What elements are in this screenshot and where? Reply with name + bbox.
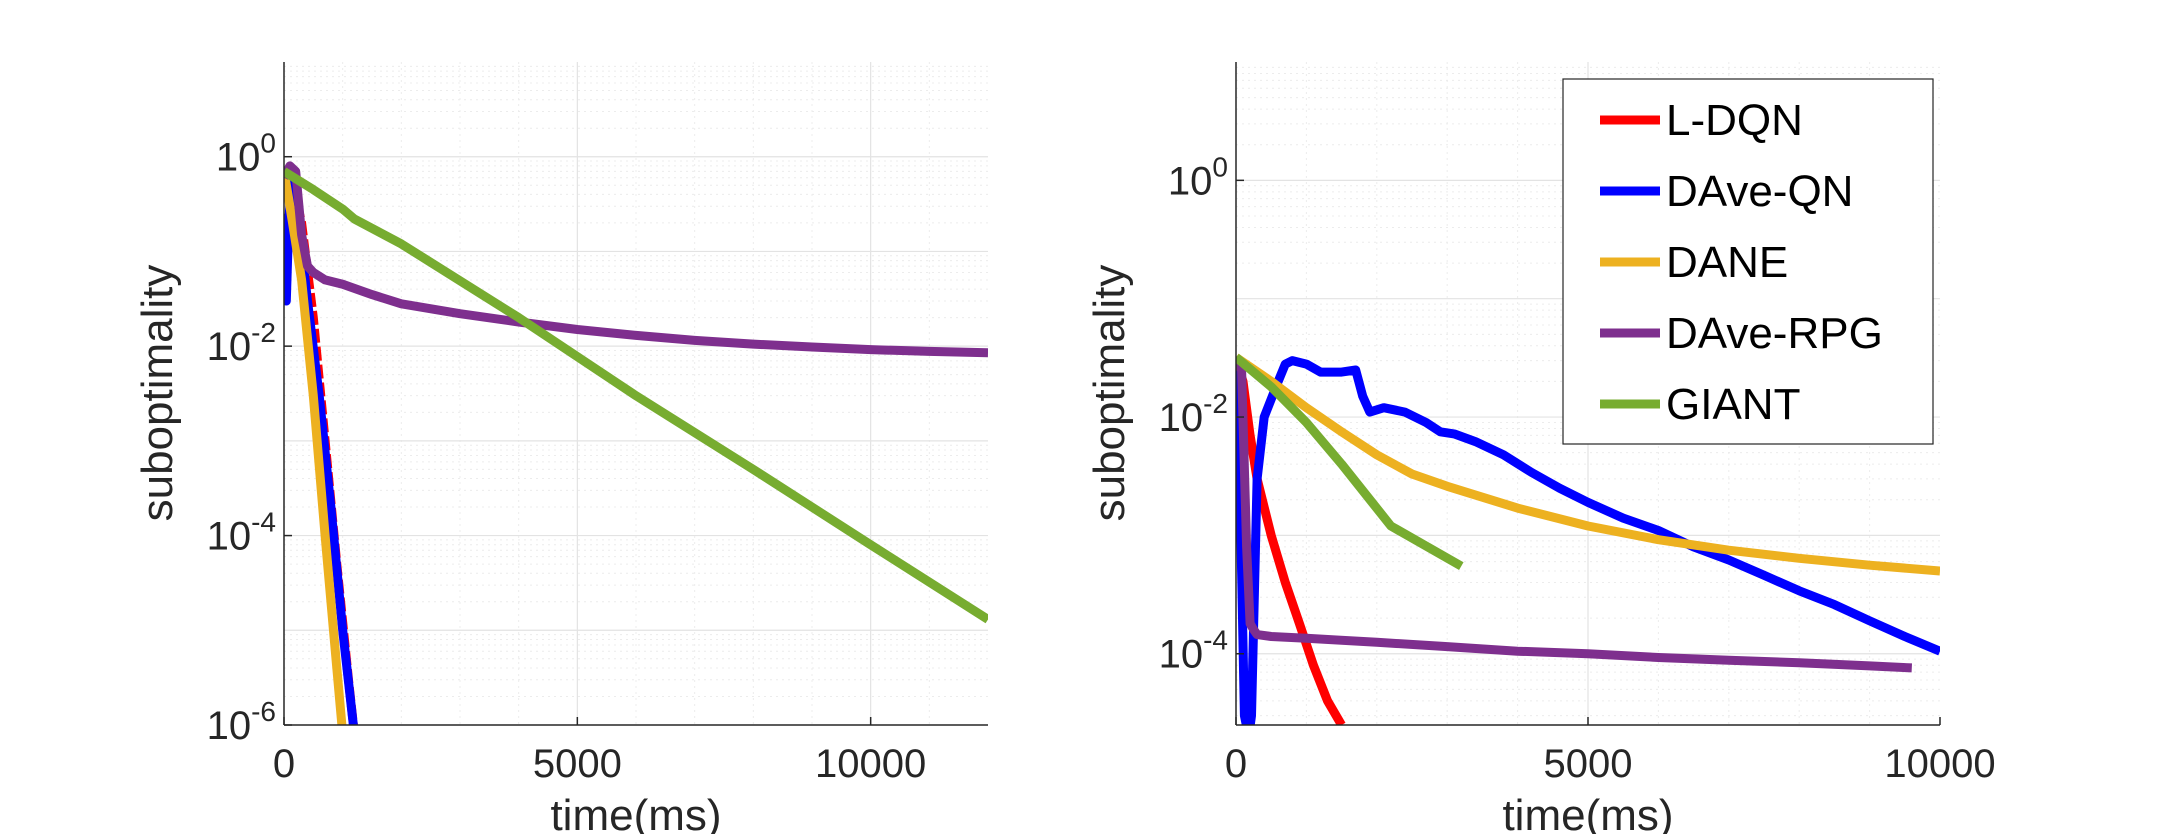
x-tick-label: 10000 — [815, 742, 926, 786]
left-x-axis-label: time(ms) — [550, 791, 721, 834]
legend-label-dane: DANE — [1666, 238, 1788, 287]
left-series-lines — [284, 161, 988, 725]
right-x-ticks: 0 5000 10000 — [1225, 717, 1996, 786]
legend-label-l-dqn: L-DQN — [1666, 96, 1803, 145]
series-line-dave-qn — [1236, 356, 1940, 725]
series-line-dane — [284, 170, 347, 725]
x-tick-label: 5000 — [533, 742, 622, 786]
series-line-giant — [1236, 353, 1464, 571]
series-line-dave-rpg — [284, 161, 988, 358]
left-x-ticks: 0 5000 10000 — [273, 717, 926, 786]
legend-label-dave-qn: DAve-QN — [1666, 167, 1853, 216]
y-tick-label: 10-6 — [207, 696, 276, 748]
legend-label-giant: GIANT — [1666, 380, 1800, 429]
right-series-lines — [1236, 353, 1940, 725]
left-y-axis-label: suboptimality — [133, 265, 182, 522]
right-chart: 0 5000 10000 10-4 10-2 100 time(ms) suboptim… — [1085, 62, 1996, 834]
series-line-dave-rpg — [1236, 358, 1913, 673]
y-tick-label: 10-2 — [207, 317, 276, 369]
right-y-ticks: 10-4 10-2 100 — [1159, 151, 1244, 677]
x-tick-label: 0 — [273, 742, 295, 786]
series-line-giant — [284, 167, 988, 624]
y-tick-label: 100 — [216, 128, 276, 180]
right-y-axis-label: suboptimality — [1085, 265, 1134, 522]
y-tick-label: 10-2 — [1159, 388, 1228, 440]
series-line-dane — [1236, 353, 1940, 576]
right-x-axis-label: time(ms) — [1502, 791, 1673, 834]
y-tick-label: 100 — [1168, 151, 1228, 203]
left-gridlines — [284, 62, 988, 725]
y-tick-label: 10-4 — [207, 507, 276, 559]
legend: L-DQN DAve-QN DANE DAve-RPG GIANT — [1562, 78, 1934, 445]
left-y-ticks: 10-6 10-4 10-2 100 — [207, 128, 292, 748]
x-tick-label: 5000 — [1544, 742, 1633, 786]
x-tick-label: 10000 — [1884, 742, 1995, 786]
legend-label-dave-rpg: DAve-RPG — [1666, 309, 1883, 358]
y-tick-label: 10-4 — [1159, 625, 1228, 677]
x-tick-label: 0 — [1225, 742, 1247, 786]
left-chart: 0 5000 10000 10-6 10-4 10-2 100 time(ms) subo… — [133, 62, 988, 834]
